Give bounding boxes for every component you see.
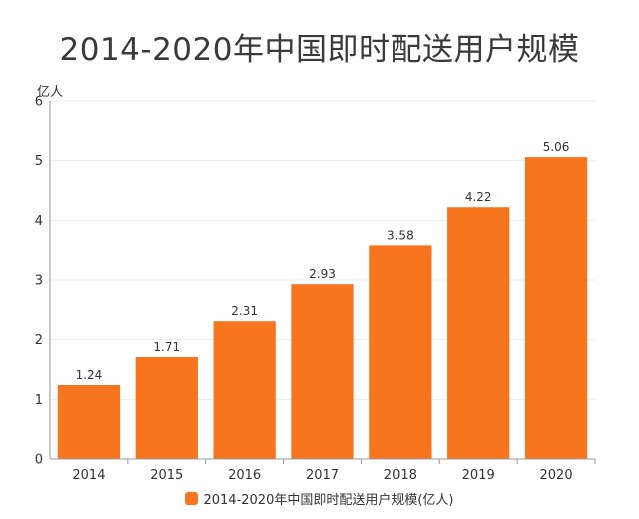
y-tick-label: 3	[35, 274, 43, 289]
legend-swatch-icon	[185, 492, 199, 505]
chart-title: 2014-2020年中国即时配送用户规模	[59, 32, 580, 68]
bar-2016[interactable]	[213, 321, 276, 459]
data-label: 5.06	[543, 140, 570, 154]
x-tick-label: 2017	[306, 468, 339, 483]
data-label: 1.24	[76, 368, 103, 382]
bar-2017[interactable]	[291, 284, 354, 459]
y-tick-label: 5	[35, 154, 43, 169]
y-tick-label: 4	[35, 214, 43, 229]
x-tick-label: 2014	[72, 468, 105, 483]
bar-2018[interactable]	[369, 245, 432, 459]
axes: 0 1 2 3 4 5 6 2014 2015 2016 2017 2018 2019 2020	[35, 95, 596, 483]
bar-2015[interactable]	[135, 356, 198, 459]
x-tick-label: 2020	[540, 468, 573, 483]
legend-label: 2014-2020年中国即时配送用户规模(亿人)	[203, 493, 454, 508]
bar-2020[interactable]	[524, 157, 588, 459]
data-labels: 1.24 1.71 2.31 2.93 3.58 4.22 5.06	[76, 140, 570, 382]
legend[interactable]: 2014-2020年中国即时配送用户规模(亿人)	[0, 489, 639, 508]
data-label: 1.71	[153, 340, 180, 354]
y-tick-label: 0	[35, 453, 43, 468]
y-axis-unit-label: 亿人	[37, 85, 63, 100]
x-tick-label: 2016	[228, 468, 261, 483]
x-tick-label: 2019	[462, 468, 495, 483]
y-tick-label: 1	[35, 393, 43, 408]
x-tick-label: 2015	[150, 468, 183, 483]
data-label: 4.22	[465, 190, 492, 204]
y-tick-label: 2	[35, 333, 43, 348]
bar-2014[interactable]	[57, 385, 121, 459]
y-tick-label: 6	[35, 95, 43, 110]
x-tick-label: 2018	[384, 468, 417, 483]
data-label: 2.93	[309, 267, 336, 281]
data-label: 2.31	[231, 304, 258, 318]
data-label: 3.58	[387, 228, 414, 242]
bars	[57, 157, 588, 459]
bar-2019[interactable]	[447, 207, 510, 459]
